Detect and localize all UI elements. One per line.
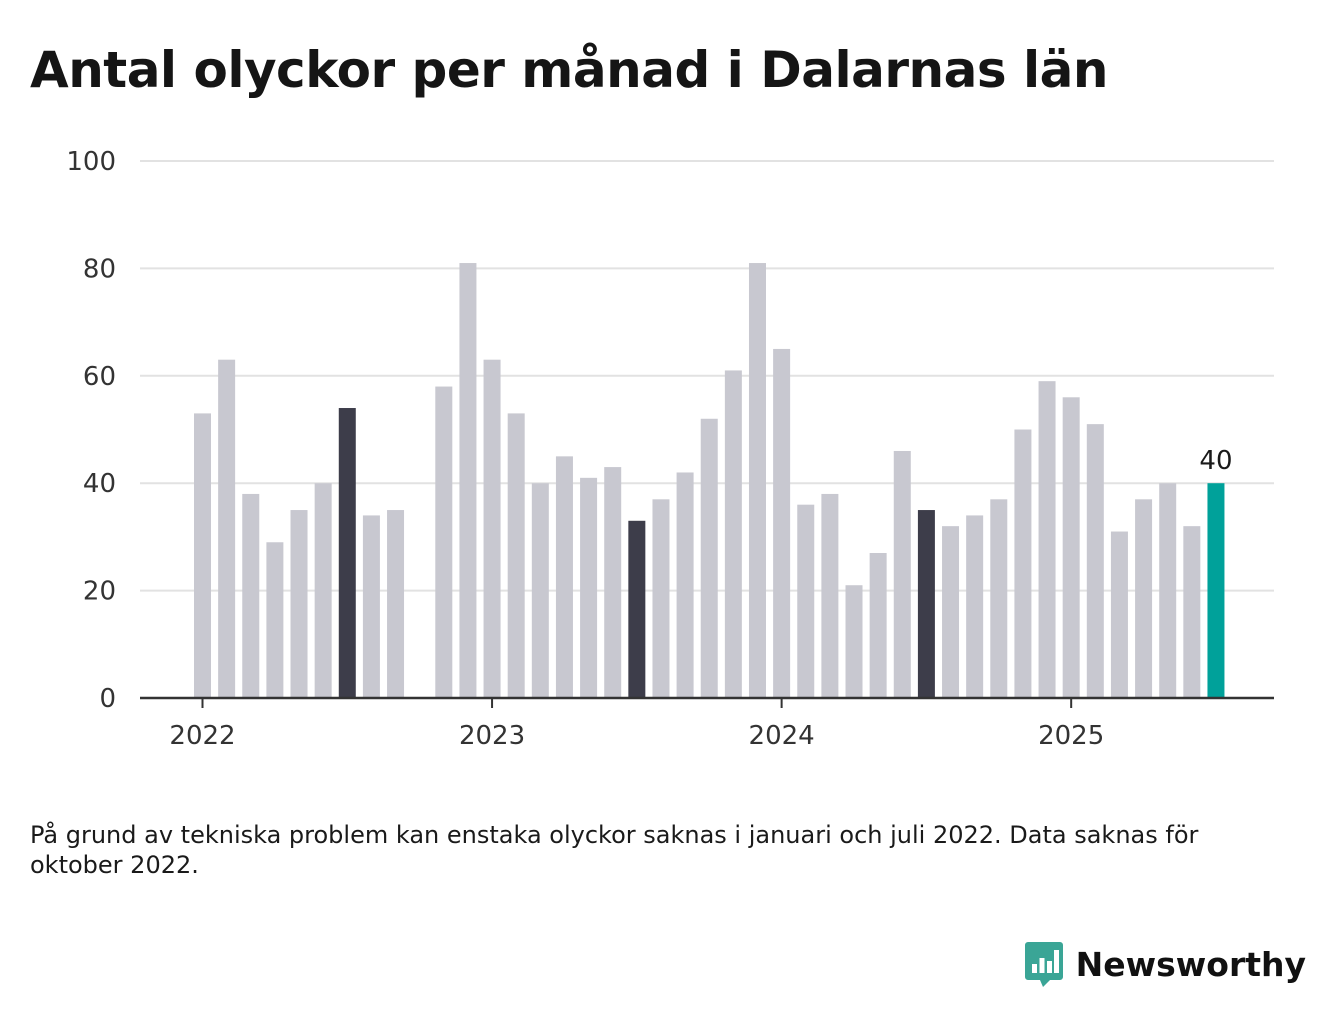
bar-2025-06: [1183, 526, 1201, 698]
bar-2024-03: [821, 493, 839, 698]
bar-2022-07: [338, 408, 356, 698]
y-tick-label: 20: [83, 577, 116, 607]
bar-2023-03: [531, 483, 549, 698]
bar-2023-10: [700, 418, 718, 698]
bar-2023-01: [483, 359, 501, 698]
x-tick-label: 2022: [169, 721, 235, 751]
bar-2024-02: [797, 504, 815, 698]
latest-value-label: 40: [1199, 446, 1232, 476]
bar-2024-05: [869, 553, 887, 698]
chart-title: Antal olyckor per månad i Dalarnas län: [30, 41, 1108, 99]
x-tick-label: 2023: [459, 721, 525, 751]
bar-2022-08: [362, 515, 380, 698]
x-axis: [140, 696, 1274, 708]
bar-2022-06: [314, 483, 332, 698]
newsworthy-logo: Newsworthy: [1024, 940, 1306, 988]
bar-2022-09: [387, 510, 405, 698]
bar-2024-11: [1014, 429, 1032, 698]
bar-2024-06: [893, 450, 911, 698]
bar-2024-10: [990, 499, 1008, 698]
bar-2023-09: [676, 472, 694, 698]
bar-2025-07: [1207, 483, 1225, 698]
bar-2023-06: [604, 467, 622, 698]
bar-2025-01: [1062, 397, 1080, 698]
bar-2024-08: [942, 526, 960, 698]
bar-2022-02: [218, 359, 236, 698]
axis-labels: 0 20 40 60 80 100 40 2022 2023 2024 2025: [66, 147, 1232, 751]
bar-2024-09: [966, 515, 984, 698]
bar-2022-03: [242, 493, 260, 698]
bar-2023-02: [507, 413, 525, 698]
bar-2022-11: [435, 386, 453, 698]
x-tick-label: 2024: [749, 721, 815, 751]
bar-2023-04: [555, 456, 573, 698]
bar-2023-07: [628, 520, 646, 698]
bars: [194, 263, 1225, 698]
bar-2023-08: [652, 499, 670, 698]
bar-2025-02: [1086, 424, 1104, 698]
y-tick-label: 80: [83, 254, 116, 284]
bar-2025-03: [1110, 531, 1128, 698]
bar-2024-07: [917, 510, 935, 698]
bar-chart: 0 20 40 60 80 100 40 2022 2023 2024 2025: [66, 147, 1274, 751]
bar-2025-05: [1159, 483, 1177, 698]
bar-2022-04: [266, 542, 284, 698]
y-tick-label: 100: [66, 147, 116, 177]
bar-chart-speech-bubble-icon: [1024, 942, 1063, 987]
bar-2022-12: [459, 263, 477, 698]
bar-2024-04: [845, 585, 863, 698]
bar-2023-12: [748, 263, 766, 698]
bar-2023-11: [724, 370, 742, 698]
bar-2024-01: [773, 348, 791, 698]
brand-name: Newsworthy: [1075, 944, 1306, 984]
bar-2022-05: [290, 510, 308, 698]
y-tick-label: 0: [99, 684, 116, 714]
y-tick-label: 40: [83, 469, 116, 499]
bar-2024-12: [1038, 381, 1056, 698]
y-tick-label: 60: [83, 362, 116, 392]
x-tick-label: 2025: [1038, 721, 1104, 751]
bar-2023-05: [580, 477, 598, 698]
bar-2022-01: [194, 413, 211, 698]
bar-2025-04: [1135, 499, 1153, 698]
footnote: På grund av tekniska problem kan enstaka…: [30, 821, 1199, 879]
